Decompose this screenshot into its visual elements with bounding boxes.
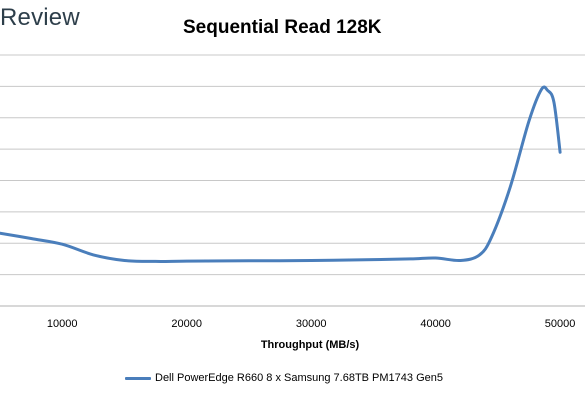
legend-label: Dell PowerEdge R660 8 x Samsung 7.68TB P… bbox=[155, 372, 443, 384]
x-tick-label: 10000 bbox=[47, 318, 78, 330]
series-line bbox=[0, 85, 562, 263]
legend-swatch bbox=[125, 376, 151, 380]
chart-title: Sequential Read 128K bbox=[183, 17, 382, 38]
brand-logo-text: Review bbox=[0, 4, 80, 31]
x-tick-labels: 10000 20000 30000 40000 50000 bbox=[47, 318, 575, 330]
x-tick-label: 50000 bbox=[545, 318, 576, 330]
x-axis-title: Throughput (MB/s) bbox=[261, 339, 360, 351]
legend: Dell PowerEdge R660 8 x Samsung 7.68TB P… bbox=[125, 372, 443, 384]
x-tick-label: 20000 bbox=[171, 318, 202, 330]
x-tick-label: 40000 bbox=[420, 318, 451, 330]
gridlines bbox=[0, 54, 585, 307]
x-tick-label: 30000 bbox=[296, 318, 327, 330]
